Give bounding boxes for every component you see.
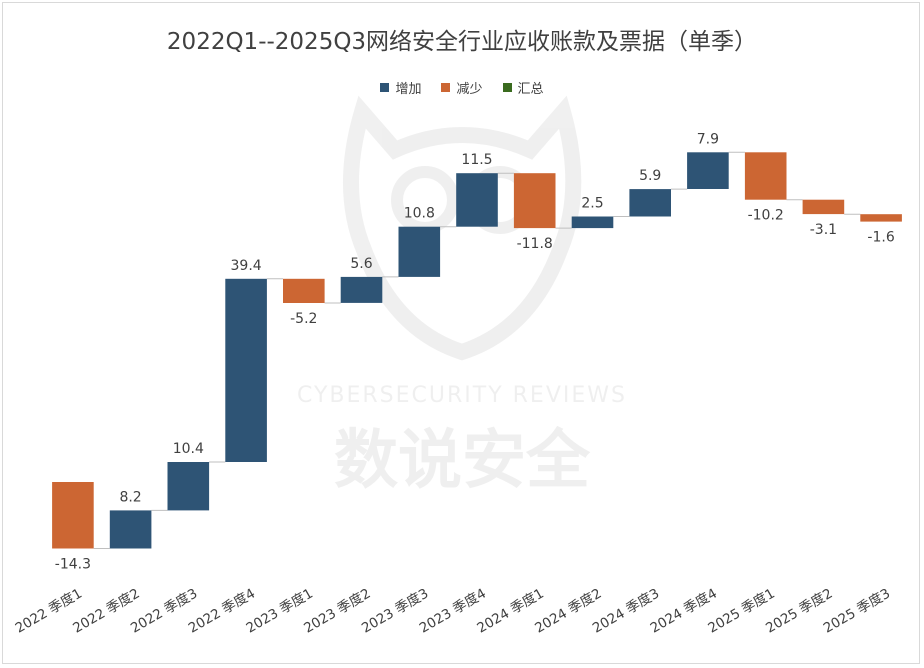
watermark: CYBERSECURITY REVIEWS 数说安全 [297,95,627,498]
data-label: 10.8 [404,206,435,222]
data-label: -3.1 [810,222,837,238]
bar-layer [52,152,902,549]
legend-label-total: 汇总 [517,82,544,97]
chart-title: 2022Q1--2025Q3网络安全行业应收账款及票据（单季） [166,29,758,55]
data-label: -14.3 [55,557,91,573]
data-label: 5.9 [639,168,661,184]
data-label: -1.6 [867,230,894,246]
waterfall-bar [860,214,902,222]
legend-swatch-total [502,83,512,92]
data-label: -11.8 [517,236,553,252]
waterfall-bar [225,278,267,462]
data-label: 39.4 [231,258,262,274]
waterfall-bar [167,462,210,511]
waterfall-bar [802,199,845,215]
waterfall-bar [109,510,152,549]
legend-item-decrease: 减少 [441,78,483,97]
data-label: -5.2 [290,311,317,327]
legend-item-increase: 增加 [380,78,421,97]
data-label: 8.2 [119,489,141,505]
waterfall-bar [513,173,556,229]
waterfall-bar [687,152,729,189]
legend-swatch-increase [380,83,390,92]
waterfall-bar [744,152,787,200]
waterfall-bar [456,173,498,227]
data-label-layer: -14.3 8.2 10.4 39.4 -5.2 5.6 10.8 11.5 -11.8 2.5 5… [55,131,895,572]
data-label: 2.5 [581,196,603,212]
data-label: 7.9 [697,131,719,147]
connector-layer [93,151,861,549]
legend-label-decrease: 减少 [456,82,483,97]
owl-logo-icon [343,95,582,361]
waterfall-bar [398,226,441,277]
data-label: 10.4 [173,441,204,457]
data-label: 11.5 [461,152,492,168]
waterfall-bar [629,189,671,217]
legend-label-increase: 增加 [395,82,422,97]
watermark-line2: 数说安全 [334,424,591,498]
data-label: 5.6 [350,256,372,272]
data-label: -10.2 [748,208,784,224]
waterfall-bar [340,276,383,303]
legend-item-total: 汇总 [502,78,544,97]
waterfall-bar [283,278,325,303]
legend-swatch-decrease [441,83,451,92]
waterfall-bar [571,216,614,229]
chart-legend: 增加 减少 汇总 [0,78,924,97]
waterfall-bar [52,482,94,549]
watermark-line1: CYBERSECURITY REVIEWS [297,383,627,408]
